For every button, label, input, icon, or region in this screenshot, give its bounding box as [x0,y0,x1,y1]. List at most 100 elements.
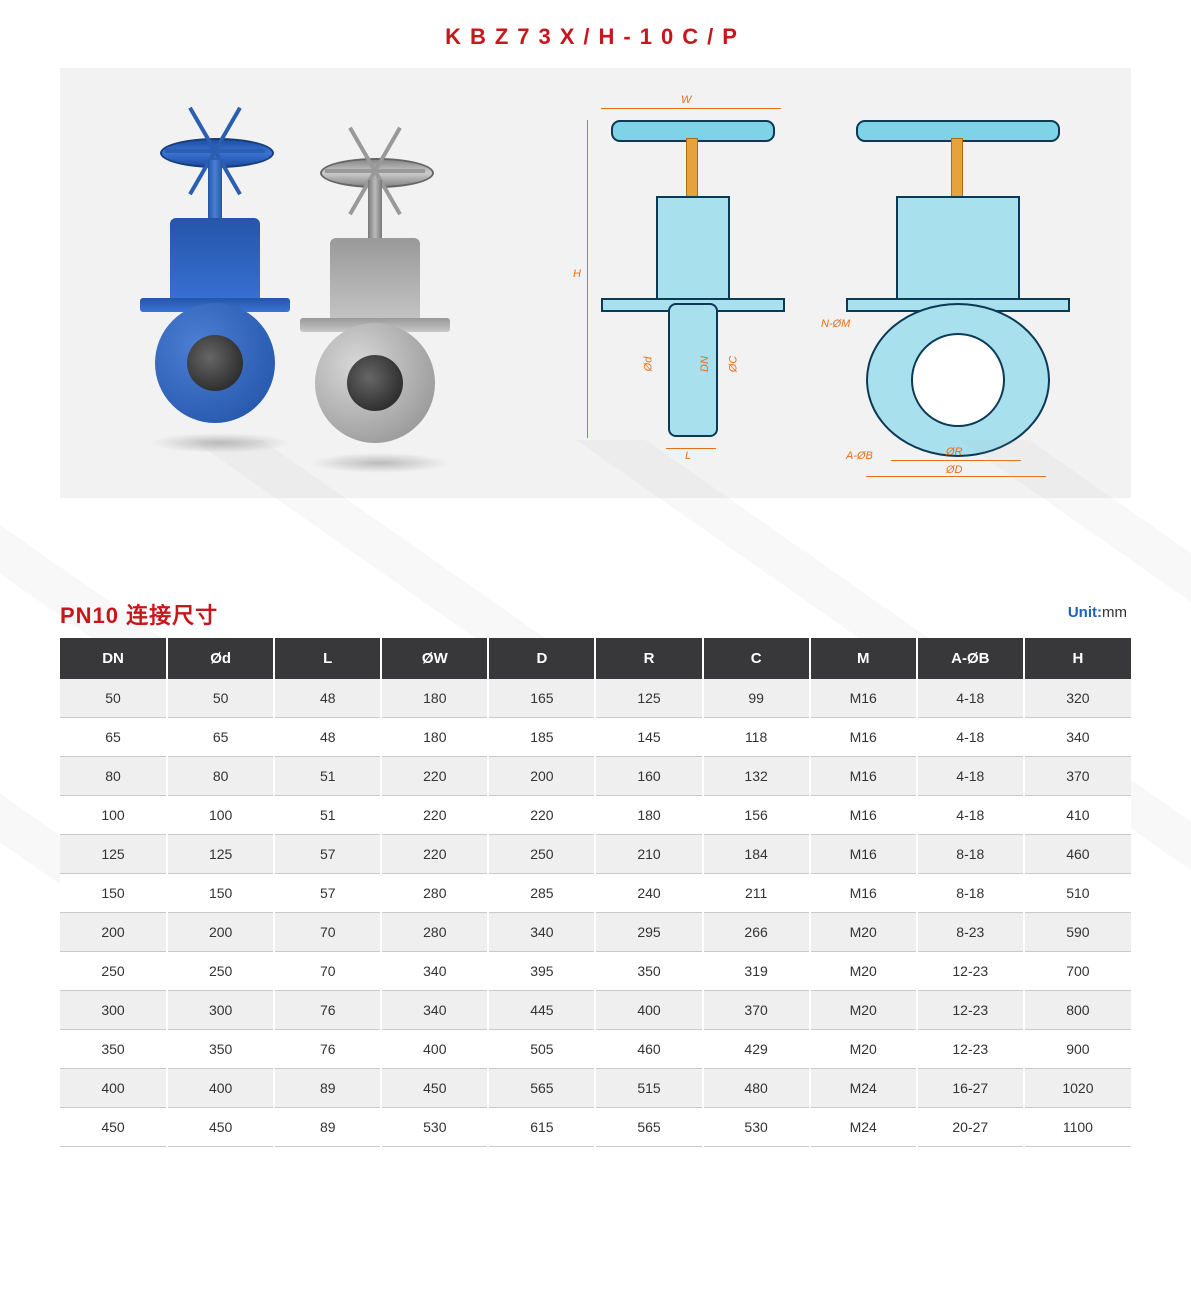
table-cell: 150 [167,874,274,913]
table-cell: 4-18 [917,757,1024,796]
table-cell: 165 [488,679,595,718]
table-cell: 295 [595,913,702,952]
table-cell: 429 [703,1030,810,1069]
dim-label-aob: A-ØB [846,450,873,462]
page-title: KBZ73X/H-10C/P [0,0,1191,68]
table-cell: M16 [810,874,917,913]
table-cell: 12-23 [917,952,1024,991]
table-cell: 280 [381,874,488,913]
table-cell: 185 [488,718,595,757]
table-cell: 800 [1024,991,1131,1030]
table-cell: M16 [810,796,917,835]
table-header-row: DNØdLØWDRCMA-ØBH [60,638,1131,679]
table-cell: 250 [488,835,595,874]
table-cell: 240 [595,874,702,913]
table-cell: 125 [60,835,167,874]
table-cell: 565 [595,1108,702,1147]
table-title: PN10 连接尺寸 [60,603,218,628]
table-cell: 266 [703,913,810,952]
table-cell: 340 [381,991,488,1030]
table-cell: 48 [274,718,381,757]
table-cell: 20-27 [917,1108,1024,1147]
drawing-stem-icon [951,138,963,200]
dim-label-nom: N-ØM [821,318,850,330]
table-cell: 350 [595,952,702,991]
table-cell: 400 [595,991,702,1030]
table-cell: 12-23 [917,991,1024,1030]
dim-line-icon [891,460,1021,461]
table-cell: M20 [810,1030,917,1069]
table-cell: 445 [488,991,595,1030]
table-cell: 370 [1024,757,1131,796]
table-cell: M20 [810,913,917,952]
table-header-cell: ØW [381,638,488,679]
product-renders [110,138,510,458]
table-cell: 8-23 [917,913,1024,952]
table-cell: 4-18 [917,796,1024,835]
table-cell: 4-18 [917,679,1024,718]
table-header-cell: A-ØB [917,638,1024,679]
unit-prefix: Unit: [1068,604,1102,621]
table-cell: 211 [703,874,810,913]
drawing-side-view: W H Ød DN ØC L [581,108,801,468]
table-cell: 340 [488,913,595,952]
table-cell: 160 [595,757,702,796]
table-cell: 180 [595,796,702,835]
table-cell: 1020 [1024,1069,1131,1108]
table-cell: 145 [595,718,702,757]
table-cell: 300 [167,991,274,1030]
stem-icon [208,160,222,220]
table-cell: M24 [810,1069,917,1108]
dim-label-h: H [573,268,581,280]
table-header-cell: H [1024,638,1131,679]
table-cell: 530 [703,1108,810,1147]
table-cell: 515 [595,1069,702,1108]
drawing-bore-icon [911,333,1005,427]
dim-label-or: ØR [946,446,963,458]
table-header-cell: DN [60,638,167,679]
dim-label-l: L [685,450,691,462]
table-cell: 51 [274,796,381,835]
table-cell: 590 [1024,913,1131,952]
table-cell: 156 [703,796,810,835]
table-cell: 460 [1024,835,1131,874]
table-cell: 615 [488,1108,595,1147]
table-cell: 250 [167,952,274,991]
table-cell: 285 [488,874,595,913]
table-cell: 370 [703,991,810,1030]
table-cell: 395 [488,952,595,991]
table-cell: 70 [274,913,381,952]
dimensions-section: PN10 连接尺寸 Unit:mm DNØdLØWDRCMA-ØBH 50504… [60,598,1131,1147]
table-cell: 450 [167,1108,274,1147]
table-cell: M16 [810,835,917,874]
table-cell: 400 [167,1069,274,1108]
table-cell: 51 [274,757,381,796]
dim-label-dn: DN [699,356,711,372]
drawing-stem-icon [686,138,698,200]
table-cell: 220 [381,757,488,796]
technical-drawings: W H Ød DN ØC L N-ØM A-ØB ØR ØD [571,98,1091,478]
table-cell: 57 [274,874,381,913]
table-cell: 400 [60,1069,167,1108]
table-cell: 505 [488,1030,595,1069]
table-cell: 220 [381,835,488,874]
shadow-icon [310,453,450,473]
table-cell: 220 [381,796,488,835]
dim-label-oc: ØC [727,356,739,373]
table-cell: 180 [381,718,488,757]
table-cell: 220 [488,796,595,835]
table-cell: 125 [595,679,702,718]
table-cell: 16-27 [917,1069,1024,1108]
table-cell: 400 [381,1030,488,1069]
table-cell: 65 [60,718,167,757]
table-cell: 80 [60,757,167,796]
table-row: 10010051220220180156M164-18410 [60,796,1131,835]
yoke-icon [330,238,420,328]
hero-panel: W H Ød DN ØC L N-ØM A-ØB ØR ØD [60,68,1131,498]
dim-label-od2: ØD [946,464,963,476]
dim-line-icon [866,476,1046,477]
table-cell: 530 [381,1108,488,1147]
table-cell: 900 [1024,1030,1131,1069]
table-cell: 12-23 [917,1030,1024,1069]
table-cell: M16 [810,679,917,718]
